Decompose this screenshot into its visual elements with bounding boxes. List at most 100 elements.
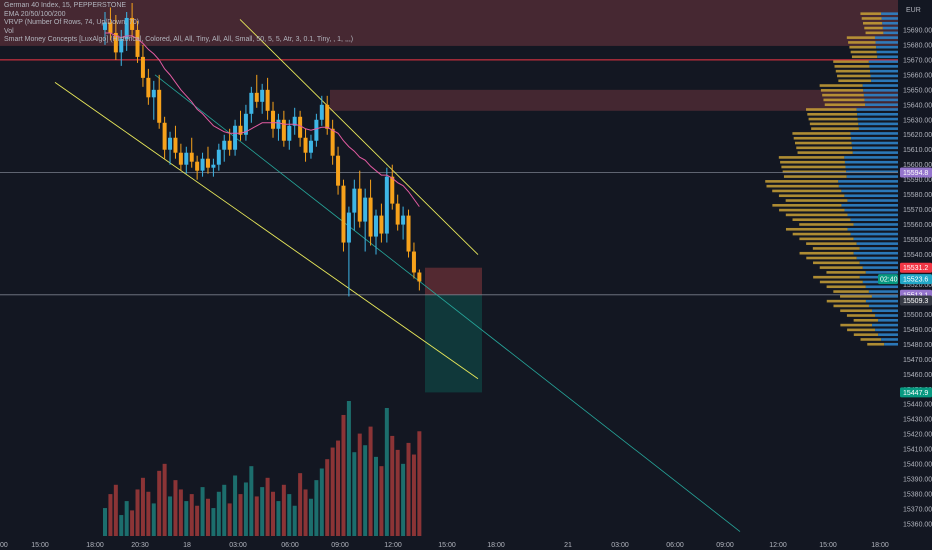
candle[interactable]: [308, 134, 313, 159]
candle[interactable]: [265, 77, 270, 120]
vp-row-up: [844, 156, 898, 159]
candle[interactable]: [341, 179, 346, 252]
vp-row-down: [806, 256, 857, 260]
candle-body: [411, 251, 416, 273]
candle-body: [211, 164, 216, 168]
price-tick-label: 15370.00: [903, 507, 932, 514]
candle[interactable]: [319, 95, 324, 126]
candle[interactable]: [130, 2, 135, 38]
time-tick-label: 12:00: [384, 542, 402, 549]
candle-body: [249, 92, 254, 114]
vp-row-down: [806, 242, 857, 245]
candle[interactable]: [281, 110, 286, 147]
candle[interactable]: [314, 113, 319, 147]
candle-body: [243, 113, 248, 135]
candle[interactable]: [330, 119, 335, 165]
price-tick-label: 15590.00: [903, 177, 932, 184]
candle[interactable]: [108, 7, 113, 41]
vp-row-down: [785, 227, 848, 231]
candle-body: [330, 128, 335, 156]
candle[interactable]: [363, 188, 368, 252]
candle[interactable]: [216, 143, 221, 171]
candle[interactable]: [162, 116, 167, 159]
supply-zone-top: [0, 0, 898, 46]
candle[interactable]: [168, 131, 173, 165]
volume-bar: [395, 449, 400, 536]
vp-row-down: [792, 218, 851, 221]
candle[interactable]: [211, 158, 216, 177]
candle[interactable]: [222, 134, 227, 162]
volume-bar: [276, 501, 281, 536]
candle[interactable]: [200, 152, 205, 177]
candle[interactable]: [417, 269, 422, 291]
candle[interactable]: [298, 110, 303, 147]
candle-body: [319, 104, 324, 120]
candle[interactable]: [346, 206, 351, 297]
candle[interactable]: [173, 125, 178, 159]
volume-profile: [765, 12, 898, 346]
candle[interactable]: [233, 119, 238, 156]
candle-body: [260, 89, 265, 102]
candle[interactable]: [325, 95, 330, 135]
candles[interactable]: [103, 2, 422, 297]
vp-row-up: [844, 194, 898, 198]
volume-bar: [292, 505, 297, 536]
volume-bar: [205, 498, 210, 536]
candle[interactable]: [271, 101, 276, 138]
candle[interactable]: [384, 167, 389, 243]
candle[interactable]: [195, 155, 200, 180]
candle[interactable]: [151, 80, 156, 120]
candle-body: [233, 125, 238, 150]
vp-row-up: [859, 261, 898, 265]
time-axis[interactable]: 00 15:00 18:00 20:30 18 03:00 06:00 09:00 12:00 1…: [0, 537, 898, 550]
candle[interactable]: [390, 164, 395, 210]
candle[interactable]: [157, 74, 162, 129]
candle[interactable]: [249, 86, 254, 123]
candle[interactable]: [352, 179, 357, 231]
volume-bar: [265, 477, 270, 536]
volume-bar: [243, 482, 248, 536]
volume-bar: [189, 494, 194, 536]
time-tick-label: 18:00: [86, 542, 104, 549]
candle[interactable]: [238, 110, 243, 141]
vp-row-down: [853, 333, 879, 336]
candle[interactable]: [184, 146, 189, 174]
vp-row-down: [833, 290, 869, 293]
candle[interactable]: [357, 170, 362, 228]
candle[interactable]: [254, 74, 259, 108]
candle[interactable]: [374, 209, 378, 255]
candle[interactable]: [411, 242, 416, 279]
volume-bar: [271, 491, 276, 536]
vp-row-up: [852, 151, 898, 154]
channel-upper: [239, 19, 479, 255]
candle[interactable]: [401, 206, 406, 240]
candle[interactable]: [124, 11, 129, 51]
candle[interactable]: [260, 83, 265, 114]
levels-layer: [0, 19, 898, 532]
candle-body: [357, 188, 362, 222]
candle[interactable]: [146, 68, 151, 105]
candle[interactable]: [135, 20, 140, 63]
candle[interactable]: [292, 107, 297, 135]
candle[interactable]: [205, 146, 210, 174]
candle[interactable]: [113, 14, 118, 60]
candle[interactable]: [368, 179, 373, 246]
candle-body: [303, 137, 308, 153]
candle[interactable]: [406, 209, 411, 258]
candle[interactable]: [379, 203, 384, 243]
price-tick-label: 15430.00: [903, 417, 932, 424]
candle[interactable]: [395, 194, 400, 231]
candle[interactable]: [243, 104, 248, 141]
candle[interactable]: [276, 113, 281, 141]
candle[interactable]: [189, 137, 194, 168]
vp-row-up: [871, 309, 898, 313]
candle[interactable]: [140, 44, 145, 87]
price-tick-label: 15410.00: [903, 447, 932, 454]
vp-row-up: [865, 299, 898, 303]
candle[interactable]: [178, 143, 183, 171]
candle[interactable]: [103, 11, 107, 45]
candle[interactable]: [336, 146, 341, 195]
candle[interactable]: [303, 128, 308, 162]
candle[interactable]: [119, 29, 124, 66]
